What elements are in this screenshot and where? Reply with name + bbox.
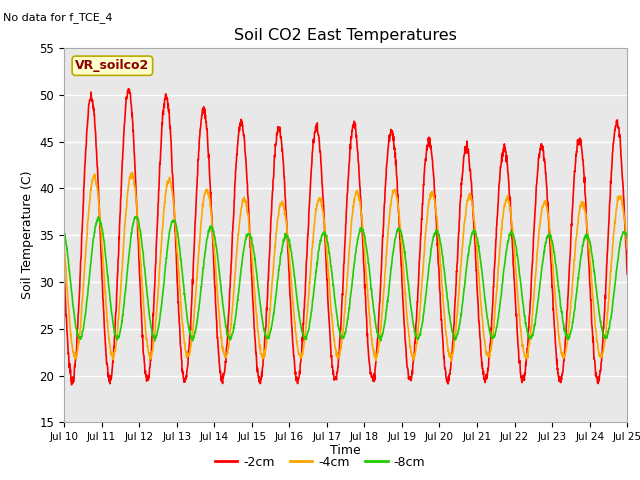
-2cm	[607, 168, 615, 174]
Line: -2cm: -2cm	[64, 89, 627, 385]
Line: -4cm: -4cm	[64, 173, 627, 361]
-2cm	[89, 105, 97, 111]
-4cm	[319, 210, 327, 216]
-2cm	[125, 86, 132, 92]
-4cm	[128, 170, 136, 176]
-4cm	[623, 246, 631, 252]
-8cm	[189, 338, 196, 344]
Text: No data for f_TCE_4: No data for f_TCE_4	[3, 12, 113, 23]
-2cm	[335, 357, 342, 363]
-4cm	[504, 194, 512, 200]
-2cm	[607, 176, 615, 182]
X-axis label: Time: Time	[330, 444, 361, 456]
-8cm	[132, 214, 140, 220]
-4cm	[447, 359, 455, 364]
-8cm	[89, 242, 97, 248]
-4cm	[89, 176, 97, 182]
Line: -8cm: -8cm	[64, 217, 627, 341]
-8cm	[504, 238, 512, 244]
Text: VR_soilco2: VR_soilco2	[76, 59, 150, 72]
-4cm	[60, 241, 68, 247]
-8cm	[607, 315, 615, 321]
-8cm	[607, 312, 615, 317]
-8cm	[335, 323, 342, 328]
-8cm	[623, 233, 631, 239]
-2cm	[504, 170, 512, 176]
-2cm	[623, 271, 631, 277]
-8cm	[60, 228, 68, 234]
-4cm	[607, 260, 615, 265]
Legend: -2cm, -4cm, -8cm: -2cm, -4cm, -8cm	[209, 451, 431, 474]
-4cm	[607, 263, 615, 268]
-8cm	[319, 229, 327, 235]
-2cm	[68, 382, 76, 388]
Title: Soil CO2 East Temperatures: Soil CO2 East Temperatures	[234, 28, 457, 43]
-2cm	[319, 200, 327, 206]
Y-axis label: Soil Temperature (C): Soil Temperature (C)	[21, 171, 34, 300]
-2cm	[60, 264, 68, 269]
-4cm	[334, 354, 342, 360]
